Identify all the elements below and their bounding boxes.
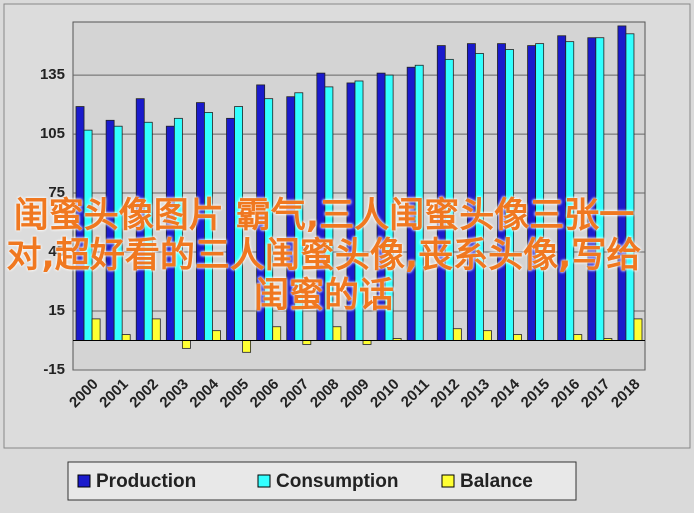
y-tick-label: 75 — [48, 184, 65, 201]
bar — [242, 340, 252, 353]
legend-label: Balance — [460, 471, 533, 492]
bar — [121, 334, 131, 341]
bar — [573, 334, 583, 341]
legend-swatch — [77, 474, 91, 488]
y-tick-label: -15 — [43, 361, 65, 378]
y-tick-label: 45 — [48, 243, 65, 260]
bar — [633, 318, 643, 341]
bar — [362, 340, 372, 345]
y-tick-label: 135 — [40, 66, 65, 83]
bar — [332, 326, 342, 341]
bar — [212, 330, 221, 341]
bar — [452, 328, 462, 341]
bar — [151, 318, 161, 341]
bar — [181, 340, 191, 349]
bar — [302, 340, 312, 345]
y-tick-label: 105 — [40, 125, 65, 142]
legend-label: Consumption — [276, 471, 398, 492]
legend-swatch — [441, 474, 455, 488]
legend-swatch — [257, 474, 271, 488]
overlay-text: 闺蜜头像图片 霸气,三人闺蜜头像三张一对,超好看的三人闺蜜头像,丧系头像,写给闺… — [6, 196, 642, 316]
y-tick-label: 15 — [48, 302, 65, 319]
bar — [483, 330, 492, 341]
legend-label: Production — [96, 471, 196, 492]
bar — [91, 318, 101, 341]
bar — [513, 334, 522, 341]
legend-box — [67, 461, 577, 501]
bar — [272, 326, 282, 341]
